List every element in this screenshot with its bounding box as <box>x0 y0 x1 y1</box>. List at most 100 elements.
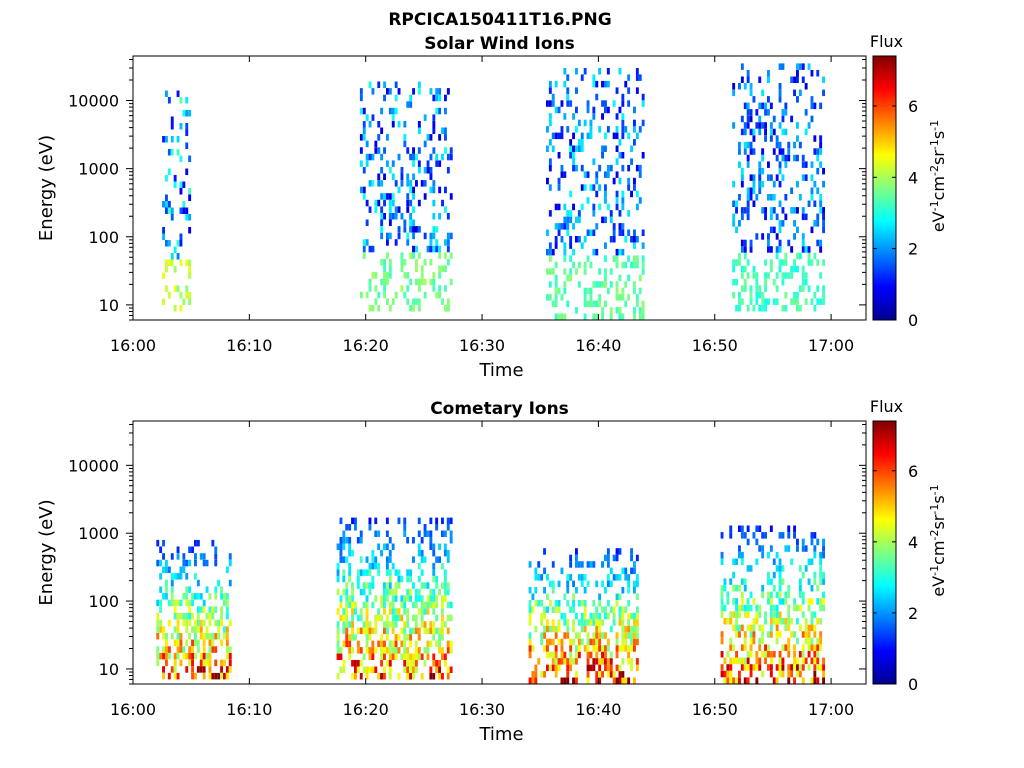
panel1-flux-cell <box>595 171 599 178</box>
panel1-flux-cell <box>732 213 736 221</box>
panel2-flux-cell <box>345 614 349 622</box>
panel2-flux-cell <box>435 601 439 609</box>
panel2-flux-cell <box>383 653 386 660</box>
panel2-flux-cell <box>738 677 741 684</box>
panel2-flux-cell <box>769 624 773 632</box>
panel1-flux-cell <box>801 207 805 214</box>
panel1-flux-cell <box>740 265 744 273</box>
panel2-flux-cell <box>560 677 564 684</box>
panel2-flux-cell <box>807 664 811 671</box>
panel1-flux-cell <box>380 167 384 174</box>
panel2-flux-cell <box>228 579 232 587</box>
panel2-flux-cell <box>575 677 578 684</box>
panel1-flux-cell <box>420 278 424 286</box>
panel2-flux-cell <box>618 606 622 613</box>
panel1-flux-cell <box>746 200 750 207</box>
panel1-flux-cell <box>566 216 570 224</box>
panel1-flux-cell <box>784 154 788 162</box>
panel2-flux-cell <box>362 601 366 609</box>
panel1-flux-cell <box>740 174 744 181</box>
panel1-flux-cell <box>371 114 375 121</box>
panel1-flux-cell <box>743 246 747 253</box>
panel2-flux-cell <box>778 611 782 618</box>
panel1-flux-cell <box>630 261 633 269</box>
panel2-flux-cell <box>173 626 177 633</box>
panel1-flux-cell <box>362 239 366 246</box>
panel2-flux-cell <box>217 619 221 627</box>
panel1-flux-cell <box>604 242 607 249</box>
panel2-flux-cell <box>167 619 171 627</box>
panel2-flux-cell <box>606 580 610 588</box>
panel1-flux-cell <box>429 259 433 266</box>
panel2-flux-cell <box>391 614 395 622</box>
panel2-flux-cell <box>202 553 206 560</box>
panel1-flux-cell <box>781 154 785 162</box>
panel2-flux-cell <box>575 554 578 562</box>
panel2-flux-cell <box>354 673 357 680</box>
panel2-flux-cell <box>412 660 415 667</box>
panel2-flux-cell <box>633 645 636 652</box>
panel2-flux-cell <box>764 651 767 658</box>
panel1-x-tick-label: 16:50 <box>692 336 738 355</box>
panel1-flux-cell <box>784 305 788 312</box>
panel2-flux-cell <box>557 600 561 607</box>
panel2-flux-cell <box>726 664 730 671</box>
panel2-flux-cell <box>819 565 823 572</box>
panel2-flux-cell <box>377 608 381 615</box>
panel2-flux-cell <box>191 652 194 660</box>
panel2-flux-cell <box>397 517 401 525</box>
panel1-flux-cell <box>749 128 753 136</box>
panel1-flux-cell <box>365 291 369 299</box>
panel1-flux-cell <box>380 278 384 286</box>
panel1-flux-cell <box>761 148 765 155</box>
panel2-flux-cell <box>351 627 354 635</box>
panel2-flux-cell <box>769 611 773 618</box>
panel1-flux-cell <box>796 291 799 299</box>
panel1-flux-cell <box>429 232 433 240</box>
panel2-flux-cell <box>432 562 436 570</box>
panel1-flux-cell <box>563 80 567 88</box>
panel2-flux-cell <box>348 549 352 557</box>
panel2-flux-cell <box>778 565 782 572</box>
panel2-flux-cell <box>208 633 212 640</box>
panel2-flux-cell <box>359 660 363 667</box>
panel1-flux-cell <box>554 261 558 269</box>
panel1-flux-cell <box>796 226 799 234</box>
panel2-flux-cell <box>635 638 639 646</box>
panel1-flux-cell <box>604 132 607 140</box>
panel2-flux-cell <box>781 565 785 572</box>
panel2-flux-cell <box>359 569 363 576</box>
panel2-flux-cell <box>775 631 779 638</box>
panel2-flux-cell <box>214 672 218 680</box>
panel2-flux-cell <box>819 598 823 605</box>
panel2-flux-cell <box>394 621 398 628</box>
panel1-flux-cell <box>415 153 418 161</box>
panel2-flux-cell <box>412 614 415 622</box>
panel1-flux-cell <box>444 239 447 246</box>
panel1-flux-cell <box>569 145 573 152</box>
panel1-flux-cell <box>438 160 442 167</box>
panel1-flux-cell <box>388 232 392 240</box>
panel2-flux-cell <box>194 559 197 567</box>
panel2-flux-cell <box>336 653 340 660</box>
panel2-flux-cell <box>377 569 381 576</box>
panel2-flux-cell <box>606 600 610 607</box>
panel1-flux-cell <box>380 259 384 266</box>
panel1-flux-cell <box>621 152 625 159</box>
panel2-flux-cell <box>563 612 567 620</box>
panel2-flux-cell <box>414 660 418 667</box>
panel1-flux-cell <box>406 285 410 292</box>
panel1-flux-cell <box>796 305 799 312</box>
panel2-flux-cell <box>586 658 590 665</box>
panel2-flux-cell <box>606 561 610 568</box>
panel1-flux-cell <box>746 207 750 214</box>
panel2-flux-cell <box>804 637 808 645</box>
panel2-flux-cell <box>202 652 206 660</box>
panel2-flux-cell <box>165 659 168 667</box>
panel2-flux-cell <box>359 537 363 544</box>
panel1-flux-cell <box>784 109 788 116</box>
panel1-flux-cell <box>641 261 645 269</box>
panel2-flux-cell <box>403 640 407 648</box>
panel2-flux-cell <box>449 647 453 654</box>
panel1-flux-cell <box>368 278 372 286</box>
